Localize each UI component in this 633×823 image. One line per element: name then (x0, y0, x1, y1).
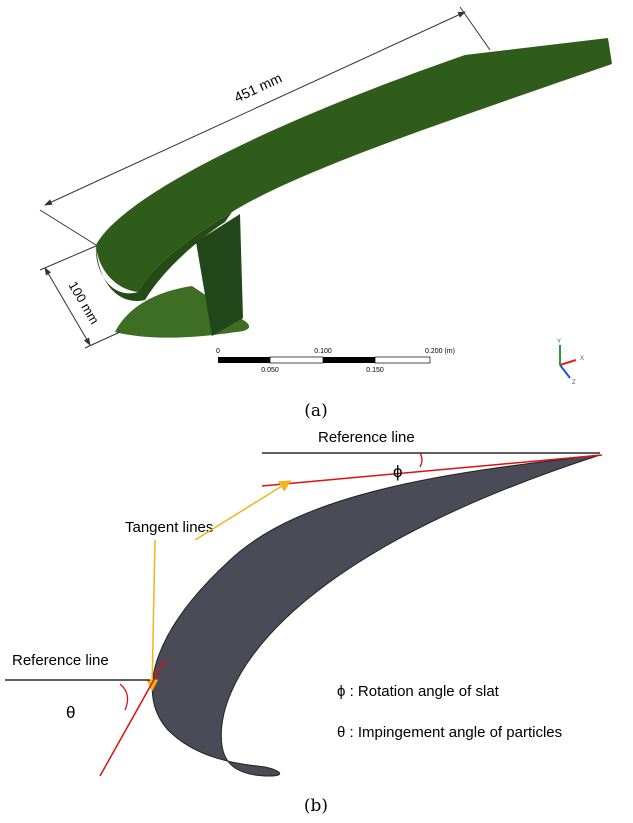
triad-label: Y (557, 339, 561, 345)
dimension-label: 100 mm (66, 279, 103, 327)
x-axis (560, 360, 576, 365)
scale-label: 0.200 (m) (425, 348, 455, 355)
extension-line (85, 332, 120, 348)
scale-label: 0.100 (314, 348, 332, 355)
angle-arc (120, 684, 128, 710)
label: Reference line (318, 429, 415, 446)
scale-segment (323, 357, 375, 363)
label: Tangent lines (125, 519, 213, 536)
triad-label: Z (572, 380, 576, 386)
scale-bar: 0 0.100 0.200 (m) 0.050 0.150 (216, 348, 455, 374)
z-axis (560, 365, 570, 378)
label: Reference line (12, 652, 109, 669)
scale-label: 0.050 (261, 367, 279, 374)
legend-entry: θ : Impingement angle of particles (337, 724, 562, 741)
theta-label: θ (66, 703, 75, 722)
tangent-line (100, 660, 165, 776)
phi-label: ϕ (393, 462, 403, 481)
axis-triad: Y X Z (557, 339, 584, 386)
figure: 451 mm 100 mm 0 0.100 0.200 (m) 0.050 0.… (0, 0, 633, 823)
dimension-label: 451 mm (232, 70, 285, 106)
scale-segment (375, 357, 430, 363)
caption: (b) (304, 796, 328, 816)
scale-segment (218, 357, 270, 363)
panel-a: 451 mm 100 mm 0 0.100 0.200 (m) 0.050 0.… (40, 7, 612, 421)
caption: (a) (304, 401, 327, 421)
triad-label: X (580, 356, 584, 362)
extension-line (40, 210, 96, 245)
legend-entry: ϕ : Rotation angle of slat (337, 683, 500, 700)
scale-label: 0 (216, 348, 220, 355)
scale-segment (270, 357, 323, 363)
scale-label: 0.150 (366, 367, 384, 374)
extension-line (460, 7, 490, 50)
extension-line (40, 246, 96, 270)
panel-b: Reference line ϕ Tangent lines Reference… (5, 429, 602, 816)
angle-arc (420, 453, 422, 467)
